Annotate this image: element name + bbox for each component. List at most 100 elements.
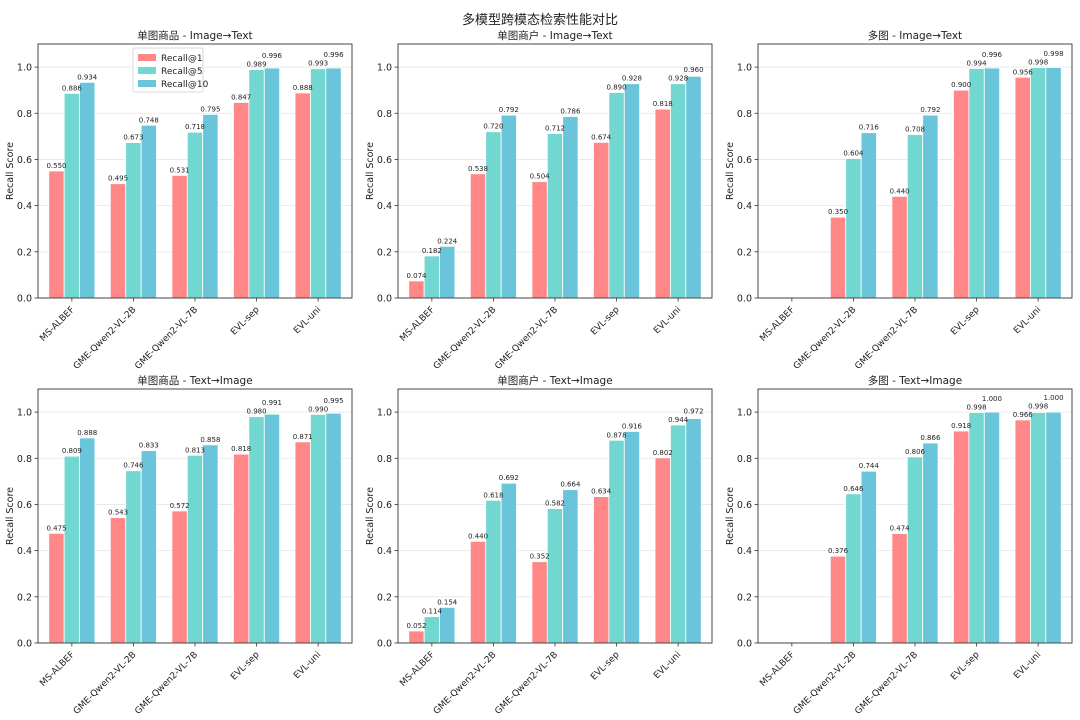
bar	[109, 517, 127, 644]
bar	[186, 131, 204, 299]
data-label: 0.746	[123, 462, 144, 470]
data-label: 0.646	[843, 485, 864, 493]
x-tick-label: MS-ALBEF	[398, 305, 437, 344]
y-axis-label: Recall Score	[725, 142, 736, 200]
y-tick-label: 0.4	[737, 201, 752, 212]
y-tick-label: 0.6	[17, 155, 32, 166]
data-label: 0.809	[62, 447, 82, 455]
bar	[685, 418, 702, 644]
y-tick-label: 0.2	[17, 247, 32, 258]
data-label: 0.744	[859, 462, 880, 470]
data-label: 0.928	[622, 75, 642, 83]
x-tick-label: GME-Qwen2-VL-7B	[853, 650, 920, 717]
x-tick-label: EVL-sep	[949, 305, 982, 338]
bar	[968, 412, 985, 644]
bar	[233, 453, 250, 644]
data-label: 0.495	[108, 175, 128, 183]
bar	[953, 430, 970, 644]
data-label: 0.531	[170, 166, 190, 174]
subplot-1: 0.0 0.2 0.4 0.6 0.8 1.0 Recall Score 单图商户 - Ima…	[365, 29, 713, 372]
data-label: 0.990	[308, 405, 328, 413]
y-tick-label: 0.8	[737, 109, 752, 120]
bar	[263, 67, 281, 299]
data-label: 0.998	[1028, 59, 1048, 67]
legend-swatch	[138, 54, 156, 61]
data-label: 0.944	[668, 416, 689, 424]
x-tick-label: EVL-uni	[1012, 305, 1043, 336]
data-label: 0.934	[77, 73, 98, 81]
y-axis-label: Recall Score	[365, 142, 376, 200]
bar	[1014, 76, 1031, 299]
y-tick-label: 0.6	[737, 500, 752, 511]
data-label: 0.996	[982, 51, 1003, 59]
x-tick-label: GME-Qwen2-VL-2B	[432, 305, 499, 372]
bar	[562, 116, 579, 299]
bar	[608, 439, 625, 644]
x-tick-label: GME-Qwen2-VL-7B	[133, 650, 200, 717]
data-label: 0.866	[920, 434, 941, 442]
bar	[171, 510, 188, 644]
y-tick-label: 0.0	[377, 639, 392, 650]
data-label: 0.674	[591, 133, 612, 141]
bar	[140, 124, 157, 299]
data-label: 0.692	[499, 474, 519, 482]
x-tick-label: MS-ALBEF	[38, 305, 77, 344]
data-label: 0.475	[46, 524, 66, 532]
bar	[546, 133, 564, 299]
legend-swatch	[138, 80, 156, 87]
data-label: 0.550	[46, 162, 66, 170]
data-label: 0.813	[185, 446, 205, 454]
x-tick-label: EVL-sep	[589, 650, 622, 683]
bar	[845, 493, 862, 644]
y-tick-label: 0.0	[17, 639, 32, 650]
subplot-title: 单图商品 - Image→Text	[137, 29, 252, 42]
x-tick-label: MS-ALBEF	[758, 650, 797, 689]
bar	[325, 412, 342, 644]
data-label: 0.818	[653, 100, 673, 108]
x-tick-label: EVL-sep	[589, 305, 622, 338]
y-tick-label: 0.8	[17, 109, 32, 120]
subplot-2: 0.0 0.2 0.4 0.6 0.8 1.0 Recall Score 多图 - Image…	[725, 29, 1073, 372]
bar	[125, 470, 142, 644]
bar	[79, 437, 96, 644]
bar	[233, 102, 250, 299]
legend-swatch	[138, 67, 156, 74]
y-tick-label: 0.4	[377, 201, 392, 212]
subplot-title: 单图商户 - Text→Image	[497, 374, 612, 387]
bar	[891, 533, 908, 644]
data-label: 0.720	[483, 123, 503, 131]
data-label: 0.806	[905, 448, 926, 456]
data-label: 1.000	[982, 395, 1002, 403]
bar	[953, 89, 970, 299]
bar	[469, 541, 487, 644]
subplot-3: 0.0 0.2 0.4 0.6 0.8 1.0 Recall Score 单图商品 - Tex…	[5, 374, 353, 717]
bar	[171, 174, 188, 299]
y-tick-label: 0.8	[377, 109, 392, 120]
subplot-5: 0.0 0.2 0.4 0.6 0.8 1.0 Recall Score 多图 - Text→…	[725, 374, 1073, 717]
bar	[310, 68, 327, 299]
data-label: 0.960	[684, 66, 704, 74]
x-tick-label: GME-Qwen2-VL-2B	[432, 650, 499, 717]
y-tick-label: 1.0	[377, 63, 392, 74]
data-label: 0.993	[308, 60, 328, 68]
y-axis-label: Recall Score	[725, 487, 736, 545]
data-label: 0.718	[185, 123, 205, 131]
bar	[125, 142, 142, 299]
y-tick-label: 1.0	[737, 408, 752, 419]
data-label: 0.074	[406, 272, 427, 280]
bar	[670, 83, 687, 299]
subplot-title: 多图 - Image→Text	[868, 29, 962, 42]
bar	[623, 431, 641, 644]
data-label: 0.928	[668, 75, 688, 83]
data-label: 0.748	[139, 116, 159, 124]
bar	[294, 441, 311, 644]
bar	[1030, 67, 1047, 299]
data-label: 0.886	[62, 84, 83, 92]
data-label: 1.000	[1044, 394, 1064, 402]
data-label: 0.847	[231, 93, 251, 101]
data-label: 0.716	[859, 124, 880, 132]
data-label: 0.980	[247, 408, 267, 416]
bar	[325, 67, 342, 299]
bar	[906, 134, 924, 299]
